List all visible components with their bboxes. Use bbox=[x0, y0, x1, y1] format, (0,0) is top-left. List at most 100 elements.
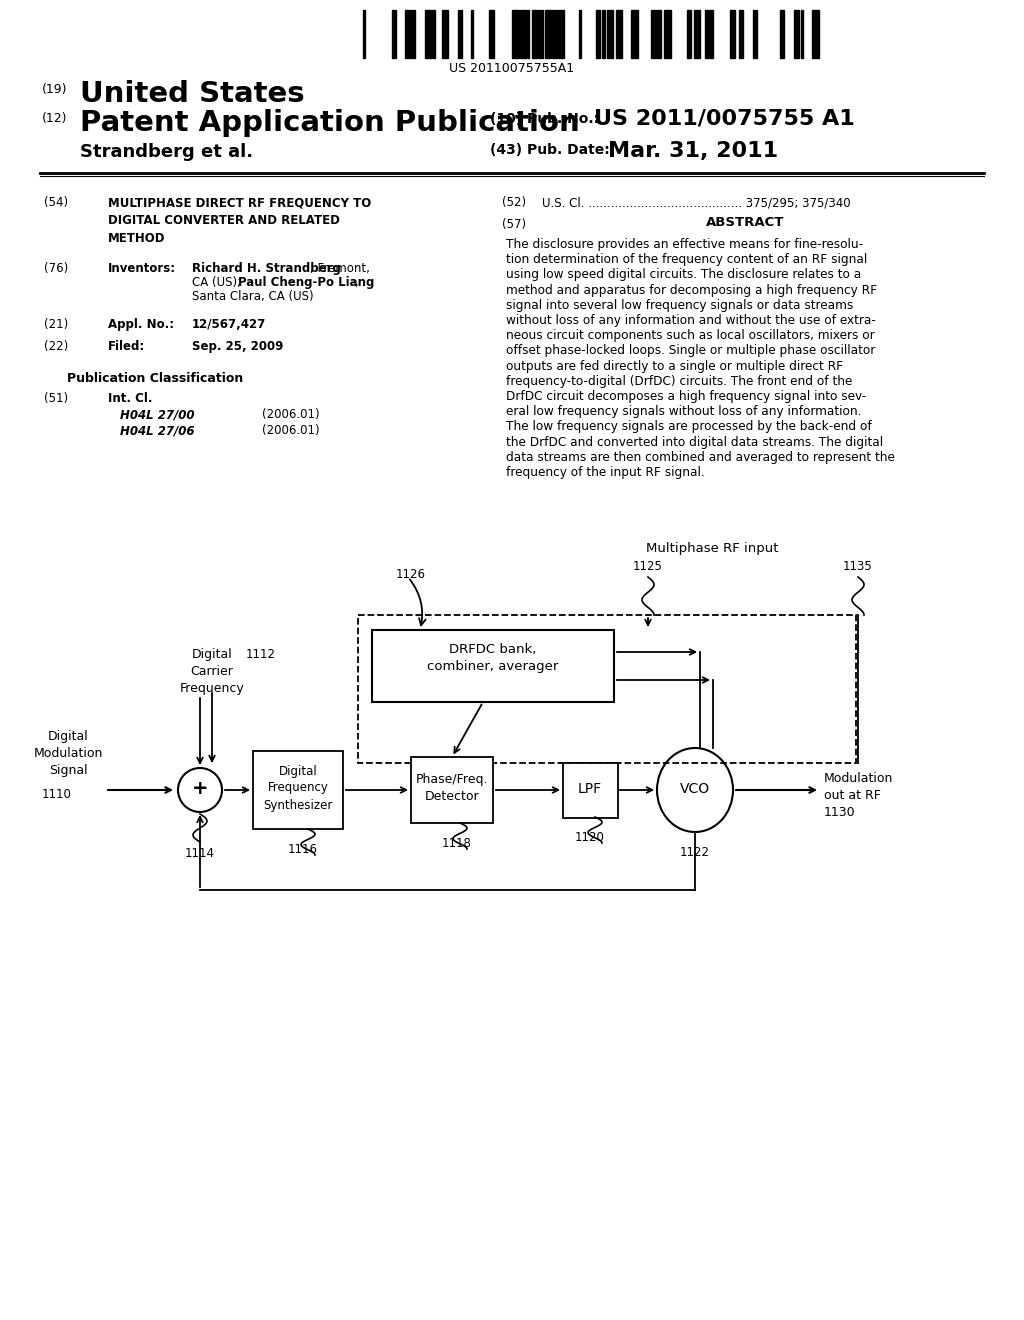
Text: (10) Pub. No.:: (10) Pub. No.: bbox=[490, 112, 606, 125]
Bar bbox=[538, 11, 543, 58]
Bar bbox=[656, 11, 662, 58]
Text: US 2011/0075755 A1: US 2011/0075755 A1 bbox=[594, 110, 855, 129]
Text: Inventors:: Inventors: bbox=[108, 261, 176, 275]
Text: (54): (54) bbox=[44, 195, 69, 209]
Bar bbox=[563, 763, 618, 818]
Text: (76): (76) bbox=[44, 261, 69, 275]
Text: eral low frequency signals without loss of any information.: eral low frequency signals without loss … bbox=[506, 405, 861, 418]
Bar bbox=[801, 11, 803, 58]
Text: (57): (57) bbox=[502, 218, 526, 231]
Bar bbox=[651, 11, 655, 58]
Bar bbox=[616, 11, 622, 58]
Bar bbox=[358, 615, 856, 763]
Text: offset phase-locked loops. Single or multiple phase oscillator: offset phase-locked loops. Single or mul… bbox=[506, 345, 876, 358]
Bar bbox=[631, 11, 638, 58]
Text: frequency of the input RF signal.: frequency of the input RF signal. bbox=[506, 466, 705, 479]
Bar bbox=[512, 11, 519, 58]
Text: the DrfDC and converted into digital data streams. The digital: the DrfDC and converted into digital dat… bbox=[506, 436, 883, 449]
Text: The disclosure provides an effective means for fine-resolu-: The disclosure provides an effective mea… bbox=[506, 238, 863, 251]
Bar bbox=[406, 11, 411, 58]
Text: outputs are fed directly to a single or multiple direct RF: outputs are fed directly to a single or … bbox=[506, 359, 843, 372]
Text: (2006.01): (2006.01) bbox=[262, 424, 319, 437]
Text: , Fremont,: , Fremont, bbox=[310, 261, 370, 275]
Bar bbox=[372, 630, 614, 702]
Text: 1112: 1112 bbox=[246, 648, 276, 661]
Text: Digital
Frequency
Synthesizer: Digital Frequency Synthesizer bbox=[263, 764, 333, 812]
Text: tion determination of the frequency content of an RF signal: tion determination of the frequency cont… bbox=[506, 253, 867, 267]
Text: Strandberg et al.: Strandberg et al. bbox=[80, 143, 253, 161]
Text: H04L 27/06: H04L 27/06 bbox=[120, 424, 195, 437]
Text: (43) Pub. Date:: (43) Pub. Date: bbox=[490, 143, 609, 157]
Text: 1118: 1118 bbox=[442, 837, 472, 850]
Text: signal into several low frequency signals or data streams: signal into several low frequency signal… bbox=[506, 298, 853, 312]
Text: Publication Classification: Publication Classification bbox=[67, 372, 243, 385]
Text: Patent Application Publication: Patent Application Publication bbox=[80, 110, 580, 137]
Text: CA (US);: CA (US); bbox=[193, 276, 245, 289]
Bar bbox=[607, 11, 613, 58]
Text: (19): (19) bbox=[42, 83, 68, 96]
Text: DrfDC circuit decomposes a high frequency signal into sev-: DrfDC circuit decomposes a high frequenc… bbox=[506, 389, 866, 403]
Bar bbox=[579, 11, 581, 58]
Text: Paul Cheng-Po Liang: Paul Cheng-Po Liang bbox=[238, 276, 375, 289]
Bar bbox=[794, 11, 799, 58]
Text: (22): (22) bbox=[44, 341, 69, 352]
Text: ,: , bbox=[354, 276, 357, 289]
Text: 1110: 1110 bbox=[42, 788, 72, 801]
Bar bbox=[471, 11, 473, 58]
Bar bbox=[412, 11, 415, 58]
Text: using low speed digital circuits. The disclosure relates to a: using low speed digital circuits. The di… bbox=[506, 268, 861, 281]
Text: data streams are then combined and averaged to represent the: data streams are then combined and avera… bbox=[506, 451, 895, 463]
Bar bbox=[458, 11, 462, 58]
Bar bbox=[545, 11, 551, 58]
Text: Phase/Freq.
Detector: Phase/Freq. Detector bbox=[416, 774, 488, 803]
Text: United States: United States bbox=[80, 81, 304, 108]
Text: 1135: 1135 bbox=[843, 560, 872, 573]
Text: 1126: 1126 bbox=[396, 568, 426, 581]
Text: Filed:: Filed: bbox=[108, 341, 145, 352]
Bar bbox=[812, 11, 819, 58]
Text: H04L 27/00: H04L 27/00 bbox=[120, 408, 195, 421]
Text: method and apparatus for decomposing a high frequency RF: method and apparatus for decomposing a h… bbox=[506, 284, 878, 297]
Text: Digital
Modulation
Signal: Digital Modulation Signal bbox=[34, 730, 102, 777]
Text: Modulation
out at RF
1130: Modulation out at RF 1130 bbox=[824, 772, 893, 818]
Bar bbox=[709, 11, 713, 58]
Bar bbox=[705, 11, 708, 58]
Text: (21): (21) bbox=[44, 318, 69, 331]
Text: US 20110075755A1: US 20110075755A1 bbox=[450, 62, 574, 75]
Text: Appl. No.:: Appl. No.: bbox=[108, 318, 174, 331]
Bar bbox=[532, 11, 537, 58]
Text: 1114: 1114 bbox=[185, 847, 215, 861]
Bar bbox=[392, 11, 396, 58]
Bar bbox=[552, 11, 557, 58]
Bar bbox=[527, 11, 529, 58]
Bar bbox=[596, 11, 600, 58]
Text: MULTIPHASE DIRECT RF FREQUENCY TO
DIGITAL CONVERTER AND RELATED
METHOD: MULTIPHASE DIRECT RF FREQUENCY TO DIGITA… bbox=[108, 195, 372, 246]
Bar bbox=[687, 11, 691, 58]
Text: 1116: 1116 bbox=[288, 843, 318, 855]
Bar bbox=[253, 751, 343, 829]
Bar bbox=[411, 756, 493, 822]
Text: (12): (12) bbox=[42, 112, 68, 125]
Text: Multiphase RF input: Multiphase RF input bbox=[646, 543, 778, 554]
Bar bbox=[432, 11, 435, 58]
Text: 12/567,427: 12/567,427 bbox=[193, 318, 266, 331]
Bar bbox=[780, 11, 784, 58]
Text: (51): (51) bbox=[44, 392, 69, 405]
Bar bbox=[442, 11, 449, 58]
Text: frequency-to-digital (DrfDC) circuits. The front end of the: frequency-to-digital (DrfDC) circuits. T… bbox=[506, 375, 852, 388]
Text: LPF: LPF bbox=[578, 781, 602, 796]
Bar bbox=[520, 11, 526, 58]
Text: neous circuit components such as local oscillators, mixers or: neous circuit components such as local o… bbox=[506, 329, 874, 342]
FancyArrowPatch shape bbox=[410, 579, 426, 626]
Bar bbox=[739, 11, 743, 58]
Text: Santa Clara, CA (US): Santa Clara, CA (US) bbox=[193, 290, 313, 304]
Bar bbox=[694, 11, 700, 58]
Bar bbox=[558, 11, 564, 58]
Text: DRFDC bank,
combiner, averager: DRFDC bank, combiner, averager bbox=[427, 643, 559, 673]
Text: +: + bbox=[191, 780, 208, 799]
Text: Int. Cl.: Int. Cl. bbox=[108, 392, 153, 405]
Text: Richard H. Strandberg: Richard H. Strandberg bbox=[193, 261, 341, 275]
Text: without loss of any information and without the use of extra-: without loss of any information and with… bbox=[506, 314, 876, 327]
Text: 1122: 1122 bbox=[680, 846, 710, 859]
Text: ABSTRACT: ABSTRACT bbox=[706, 216, 784, 228]
